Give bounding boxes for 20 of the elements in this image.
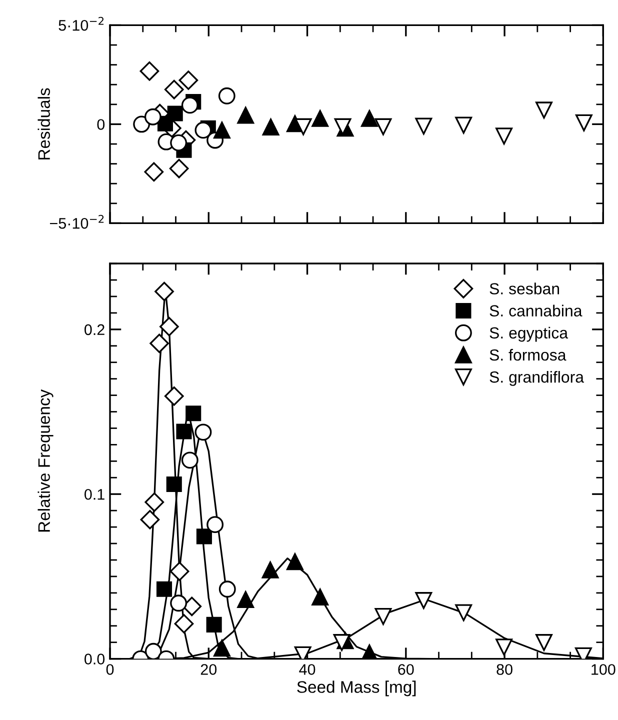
y-tick-label: 0.0 [84,654,105,664]
y-tick-label: 0 [97,119,105,130]
y-tick-label: 0.1 [84,488,104,500]
x-tick-label: 60 [398,664,414,675]
x-tick-label: 20 [200,664,217,675]
x-tick-label: 40 [299,664,316,675]
x-tick-label: 100 [592,664,616,675]
legend-label: S. formosa [490,348,566,361]
legend-label: S. sesban [490,282,560,294]
legend-label: S. cannabina [490,304,582,316]
y-axis-title: Residuals [38,88,50,160]
x-tick-label: 0 [106,664,114,675]
y-tick-label: 5·10$^{−2}$ [58,16,104,31]
y-axis-title: Relative Frequency [38,389,54,532]
legend-label: S. grandiflora [490,370,584,386]
y-tick-label: 0.2 [84,324,104,336]
x-axis-title: Seed Mass [mg] [297,680,416,696]
x-tick-label: 80 [496,664,512,675]
y-tick-label: −5·10$^{−2}$ [50,214,104,229]
legend-label: S. egyptica [490,326,568,342]
